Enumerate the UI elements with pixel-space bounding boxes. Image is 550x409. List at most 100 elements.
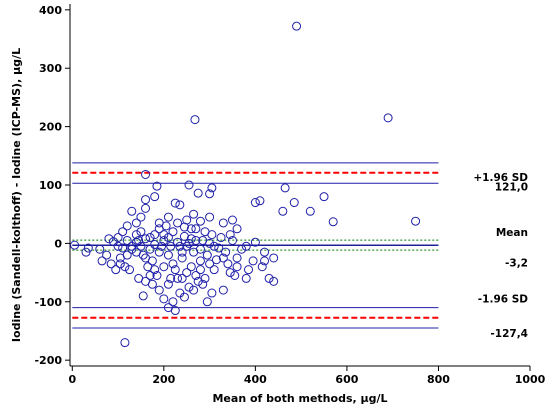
data-point	[159, 235, 169, 245]
data-point	[177, 247, 187, 257]
data-point	[150, 240, 160, 250]
data-point	[147, 256, 157, 266]
x-tick-label: 400	[244, 373, 267, 386]
data-point	[159, 262, 169, 272]
data-point	[125, 265, 135, 275]
data-point	[411, 216, 421, 226]
data-point	[179, 231, 189, 241]
data-point	[170, 198, 180, 208]
data-point	[191, 271, 201, 280]
data-point	[269, 253, 279, 263]
data-point	[264, 273, 274, 283]
data-point	[216, 233, 226, 243]
data-point	[292, 21, 302, 31]
data-point	[186, 224, 196, 234]
data-point	[305, 206, 315, 216]
data-point	[122, 235, 132, 245]
data-point	[195, 216, 205, 226]
y-tick-label: 200	[39, 121, 62, 134]
data-point	[195, 256, 205, 266]
axes: 0 200 400 600 800 1000 -200 -100 0 100 200 300 400	[34, 4, 545, 386]
data-point	[198, 235, 208, 245]
data-point	[102, 250, 112, 260]
data-point	[241, 273, 251, 283]
data-point	[173, 273, 183, 283]
data-point	[173, 218, 183, 228]
data-point	[108, 237, 118, 247]
data-point	[163, 279, 173, 289]
data-point	[383, 113, 393, 123]
x-axis-title: Mean of both methods, µg/L	[212, 392, 387, 405]
data-point	[111, 265, 121, 275]
data-point	[202, 250, 212, 260]
data-point	[227, 215, 237, 225]
data-point	[95, 244, 105, 254]
data-point	[205, 212, 215, 222]
data-point	[122, 221, 132, 231]
data-point	[205, 189, 215, 199]
data-point	[120, 262, 130, 272]
upper-loa-label: +1.96 SD	[473, 172, 528, 184]
data-point	[152, 181, 162, 191]
data-point	[230, 271, 240, 280]
y-tick-label: -200	[34, 354, 62, 367]
data-point	[250, 198, 260, 208]
data-point	[141, 203, 151, 213]
data-point	[120, 338, 130, 348]
data-point	[186, 262, 196, 272]
data-point	[211, 255, 221, 265]
data-point	[209, 241, 219, 251]
data-point	[182, 241, 192, 251]
data-point	[182, 268, 192, 278]
data-point	[189, 285, 199, 295]
data-point	[269, 276, 279, 286]
data-point	[207, 288, 217, 298]
data-point	[225, 268, 235, 278]
lower-loa-label: -1.96 SD	[478, 294, 528, 306]
data-point	[70, 240, 80, 250]
data-point	[184, 180, 194, 190]
data-point	[289, 198, 299, 208]
data-point	[163, 233, 173, 243]
data-point	[141, 169, 151, 179]
data-point	[168, 297, 178, 307]
data-point	[166, 273, 176, 283]
data-point	[157, 241, 167, 251]
data-point	[131, 218, 141, 228]
y-ticks: -200 -100 0 100 200 300 400	[34, 4, 70, 367]
y-tick-label: -100	[34, 296, 62, 309]
data-point	[225, 230, 235, 240]
data-point	[115, 259, 125, 269]
data-point	[223, 259, 233, 269]
data-point	[191, 224, 201, 234]
data-point	[189, 209, 199, 219]
data-point	[177, 253, 187, 263]
x-tick-label: 1000	[515, 373, 546, 386]
x-tick-label: 200	[152, 373, 175, 386]
x-tick-label: 800	[427, 373, 450, 386]
data-point	[179, 292, 189, 302]
data-point	[175, 200, 185, 210]
data-point	[115, 253, 125, 263]
data-point	[161, 221, 171, 231]
data-point	[136, 227, 146, 237]
data-point	[232, 253, 242, 263]
data-point	[255, 196, 265, 206]
data-point	[218, 253, 228, 263]
reference-lines	[72, 162, 439, 329]
data-point	[241, 241, 251, 251]
data-point	[209, 265, 219, 275]
data-point	[244, 265, 254, 275]
data-point	[150, 265, 160, 275]
data-point	[163, 212, 173, 222]
data-point	[170, 265, 180, 275]
data-point	[250, 237, 260, 247]
data-point	[175, 241, 185, 251]
data-point	[232, 262, 242, 272]
data-point	[138, 291, 148, 301]
data-point	[118, 243, 128, 253]
data-point	[159, 294, 169, 304]
data-point	[168, 227, 178, 237]
data-point	[136, 212, 146, 222]
data-point	[218, 285, 228, 295]
